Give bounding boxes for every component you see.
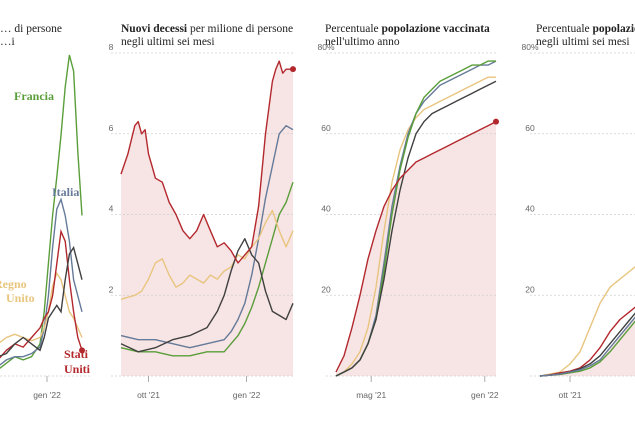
panel-deaths-line-0 <box>120 60 293 264</box>
panel-deaths-ytick-2: 4 <box>109 204 114 214</box>
label-italia: Italia <box>52 185 79 199</box>
panel-deaths-title: Nuovi decessi per milione di persone <box>121 23 293 35</box>
label-unito: Unito <box>6 291 35 305</box>
panel-vacc-year-line-1 <box>335 76 496 377</box>
panel-vacc-year-line-4 <box>335 80 497 377</box>
panel-cases-subtitle: …i <box>0 36 15 48</box>
panel-vacc-six-ytick-1: 60 <box>525 123 535 133</box>
panel-vacc-six-title-bold: popolazio <box>593 23 635 35</box>
label-regno: Regno <box>0 277 27 291</box>
panel-cases-title: … di persone <box>0 23 62 35</box>
panel-vacc-year-title: Percentuale popolazione vaccinata <box>325 23 490 35</box>
panel-vacc-year-title-bold: popolazione vaccinata <box>382 23 491 35</box>
panel-cases-line-3 <box>0 228 83 359</box>
panel-vacc-six-ytick-2: 40 <box>525 204 535 214</box>
panel-deaths: Nuovi decessi per milione di persone neg… <box>109 23 296 400</box>
panel-deaths-line-3 <box>120 209 294 300</box>
panel-vacc-year-title-pre: Percentuale <box>325 23 382 35</box>
panel-vacc-six-ytick-0: 80% <box>521 42 538 52</box>
panel-deaths-line-4 <box>120 238 294 353</box>
panel-vacc-year-ytick-1: 60 <box>321 123 331 133</box>
panel-deaths-subtitle: negli ultimi sei mesi <box>121 36 215 48</box>
label-francia: Francia <box>14 89 54 103</box>
panel-deaths-end-dot <box>290 66 296 73</box>
panel-vacc-six-line-2 <box>539 316 635 377</box>
panel-vacc-year-xtick-1: gen '22 <box>471 390 499 400</box>
panel-vacc-six-area <box>540 317 635 376</box>
panel-deaths-title-bold: Nuovi decessi <box>121 23 188 35</box>
panel-vacc-year-end-dot <box>493 118 499 125</box>
panel-cases-xtick: gen '22 <box>33 390 61 400</box>
panel-vacc-year-subtitle: nell'ultimo anno <box>325 36 400 48</box>
panel-vacc-six-xtick-0: ott '21 <box>559 390 582 400</box>
panel-vacc-six-title: Percentuale popolazio <box>536 23 635 35</box>
panel-deaths-line-2 <box>120 181 294 357</box>
panel-cases-end-dot <box>79 347 85 354</box>
panel-vacc-six-line-1 <box>539 306 635 377</box>
panel-deaths-xtick-1: gen '22 <box>233 390 261 400</box>
panel-deaths-ytick-0: 8 <box>109 42 114 52</box>
panel-vacc-year: Percentuale popolazione vaccinata nell'u… <box>317 23 499 400</box>
panel-cases-line-1 <box>0 197 83 366</box>
panel-vacc-year-ytick-3: 20 <box>321 284 331 294</box>
panel-deaths-ytick-3: 2 <box>109 284 114 294</box>
panel-vacc-six-line-0 <box>539 266 635 377</box>
panel-vacc-year-area <box>336 121 496 376</box>
panel-deaths-area <box>121 61 293 376</box>
panel-cases-line-0 <box>0 54 83 369</box>
panel-vacc-year-xtick-0: mag '21 <box>356 390 386 400</box>
panel-vacc-six: Percentuale popolazio negli ultimi sei m… <box>521 23 635 400</box>
panel-deaths-ytick-1: 6 <box>109 123 114 133</box>
panel-vacc-six-title-pre: Percentuale <box>536 23 593 35</box>
panel-vacc-year-ytick-2: 40 <box>321 204 331 214</box>
panel-cases-line-4 <box>0 245 83 357</box>
label-uniti: Uniti <box>64 362 91 376</box>
panel-deaths-xtick-0: ott '21 <box>137 390 160 400</box>
panel-vacc-six-subtitle: negli ultimi sei mesi <box>536 36 630 48</box>
panel-vacc-six-ytick-3: 20 <box>525 284 535 294</box>
panel-vacc-year-line-0 <box>335 120 497 373</box>
panel-vacc-year-ytick-0: 80% <box>317 42 334 52</box>
panel-cases: … di persone …i gen '22 Francia Italia R… <box>0 23 92 400</box>
label-stati: Stati <box>64 347 89 361</box>
panel-cases-line-2 <box>0 271 83 344</box>
panel-deaths-title-rest: per milione di persone <box>187 23 293 35</box>
